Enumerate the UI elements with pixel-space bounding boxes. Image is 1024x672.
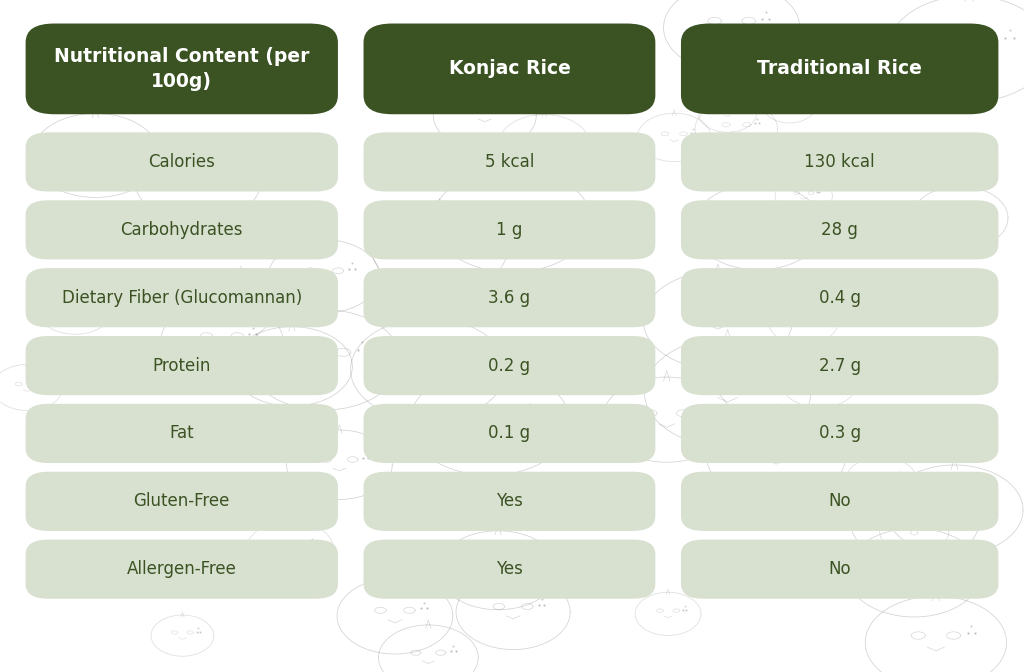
Text: 0.2 g: 0.2 g [488,357,530,374]
Text: Fat: Fat [169,425,195,442]
FancyBboxPatch shape [364,268,655,327]
FancyBboxPatch shape [364,132,655,192]
Text: Nutritional Content (per
100g): Nutritional Content (per 100g) [54,47,309,91]
Text: 1 g: 1 g [497,221,522,239]
Text: No: No [828,493,851,510]
Text: 0.1 g: 0.1 g [488,425,530,442]
Text: Calories: Calories [148,153,215,171]
FancyBboxPatch shape [681,24,998,114]
FancyBboxPatch shape [26,472,338,531]
Text: Yes: Yes [496,560,523,578]
Text: Konjac Rice: Konjac Rice [449,59,570,79]
FancyBboxPatch shape [26,132,338,192]
FancyBboxPatch shape [364,540,655,599]
FancyBboxPatch shape [26,404,338,463]
Text: Protein: Protein [153,357,211,374]
Text: Dietary Fiber (Glucomannan): Dietary Fiber (Glucomannan) [61,289,302,306]
FancyBboxPatch shape [681,132,998,192]
FancyBboxPatch shape [26,24,338,114]
FancyBboxPatch shape [26,336,338,395]
Text: 28 g: 28 g [821,221,858,239]
Text: Gluten-Free: Gluten-Free [133,493,230,510]
Text: 2.7 g: 2.7 g [818,357,861,374]
Text: Allergen-Free: Allergen-Free [127,560,237,578]
FancyBboxPatch shape [26,200,338,259]
Text: 0.4 g: 0.4 g [818,289,861,306]
FancyBboxPatch shape [681,404,998,463]
FancyBboxPatch shape [681,472,998,531]
Text: Yes: Yes [496,493,523,510]
Text: 0.3 g: 0.3 g [818,425,861,442]
Text: Traditional Rice: Traditional Rice [757,59,923,79]
Text: Carbohydrates: Carbohydrates [121,221,243,239]
Text: 130 kcal: 130 kcal [805,153,874,171]
FancyBboxPatch shape [364,336,655,395]
FancyBboxPatch shape [26,268,338,327]
Text: No: No [828,560,851,578]
FancyBboxPatch shape [364,404,655,463]
FancyBboxPatch shape [364,200,655,259]
Text: 3.6 g: 3.6 g [488,289,530,306]
FancyBboxPatch shape [681,200,998,259]
FancyBboxPatch shape [26,540,338,599]
FancyBboxPatch shape [364,472,655,531]
FancyBboxPatch shape [681,336,998,395]
FancyBboxPatch shape [681,540,998,599]
Text: 5 kcal: 5 kcal [484,153,535,171]
FancyBboxPatch shape [681,268,998,327]
FancyBboxPatch shape [364,24,655,114]
